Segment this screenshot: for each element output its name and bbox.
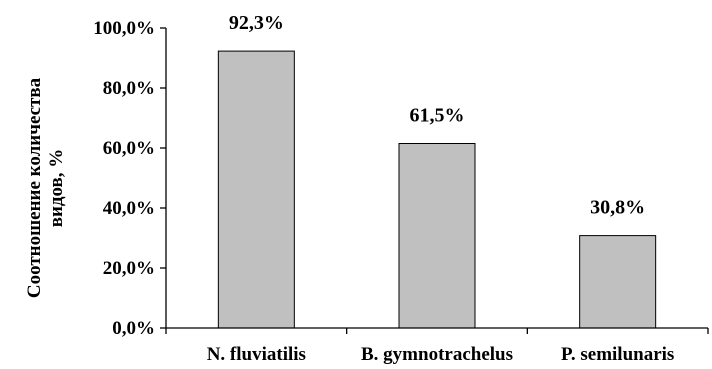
y-tick-label: 60,0% [103, 138, 155, 159]
data-label: 61,5% [410, 105, 465, 127]
y-tick-label: 100,0% [93, 18, 155, 39]
y-axis-ticks: 0,0% 20,0% 40,0% 60,0% 80,0% 100,0% [93, 18, 166, 339]
bar [217, 50, 295, 329]
y-axis-title-line-1: Соотношение количества [24, 77, 45, 298]
bars [217, 50, 657, 329]
y-tick-label: 40,0% [103, 198, 155, 219]
x-axis [165, 327, 709, 334]
y-axis-title: Соотношение количества видов, % [24, 77, 67, 298]
y-tick-label: 0,0% [112, 318, 155, 339]
data-label: 92,3% [229, 12, 284, 34]
data-label: 30,8% [590, 197, 645, 219]
bar [398, 143, 476, 329]
x-axis-category-labels: N. fluviatilis B. gymnotrachelus P. semilu… [207, 344, 675, 365]
bar [579, 235, 657, 329]
x-category-label: N. fluviatilis [207, 344, 306, 365]
y-axis-title-line-2: видов, % [46, 149, 67, 228]
data-labels: 92,3% 61,5% 30,8% [229, 12, 645, 219]
x-category-label: B. gymnotrachelus [361, 344, 513, 365]
y-tick-label: 20,0% [103, 258, 155, 279]
y-tick-label: 80,0% [103, 78, 155, 99]
x-category-label: P. semilunaris [561, 344, 674, 365]
